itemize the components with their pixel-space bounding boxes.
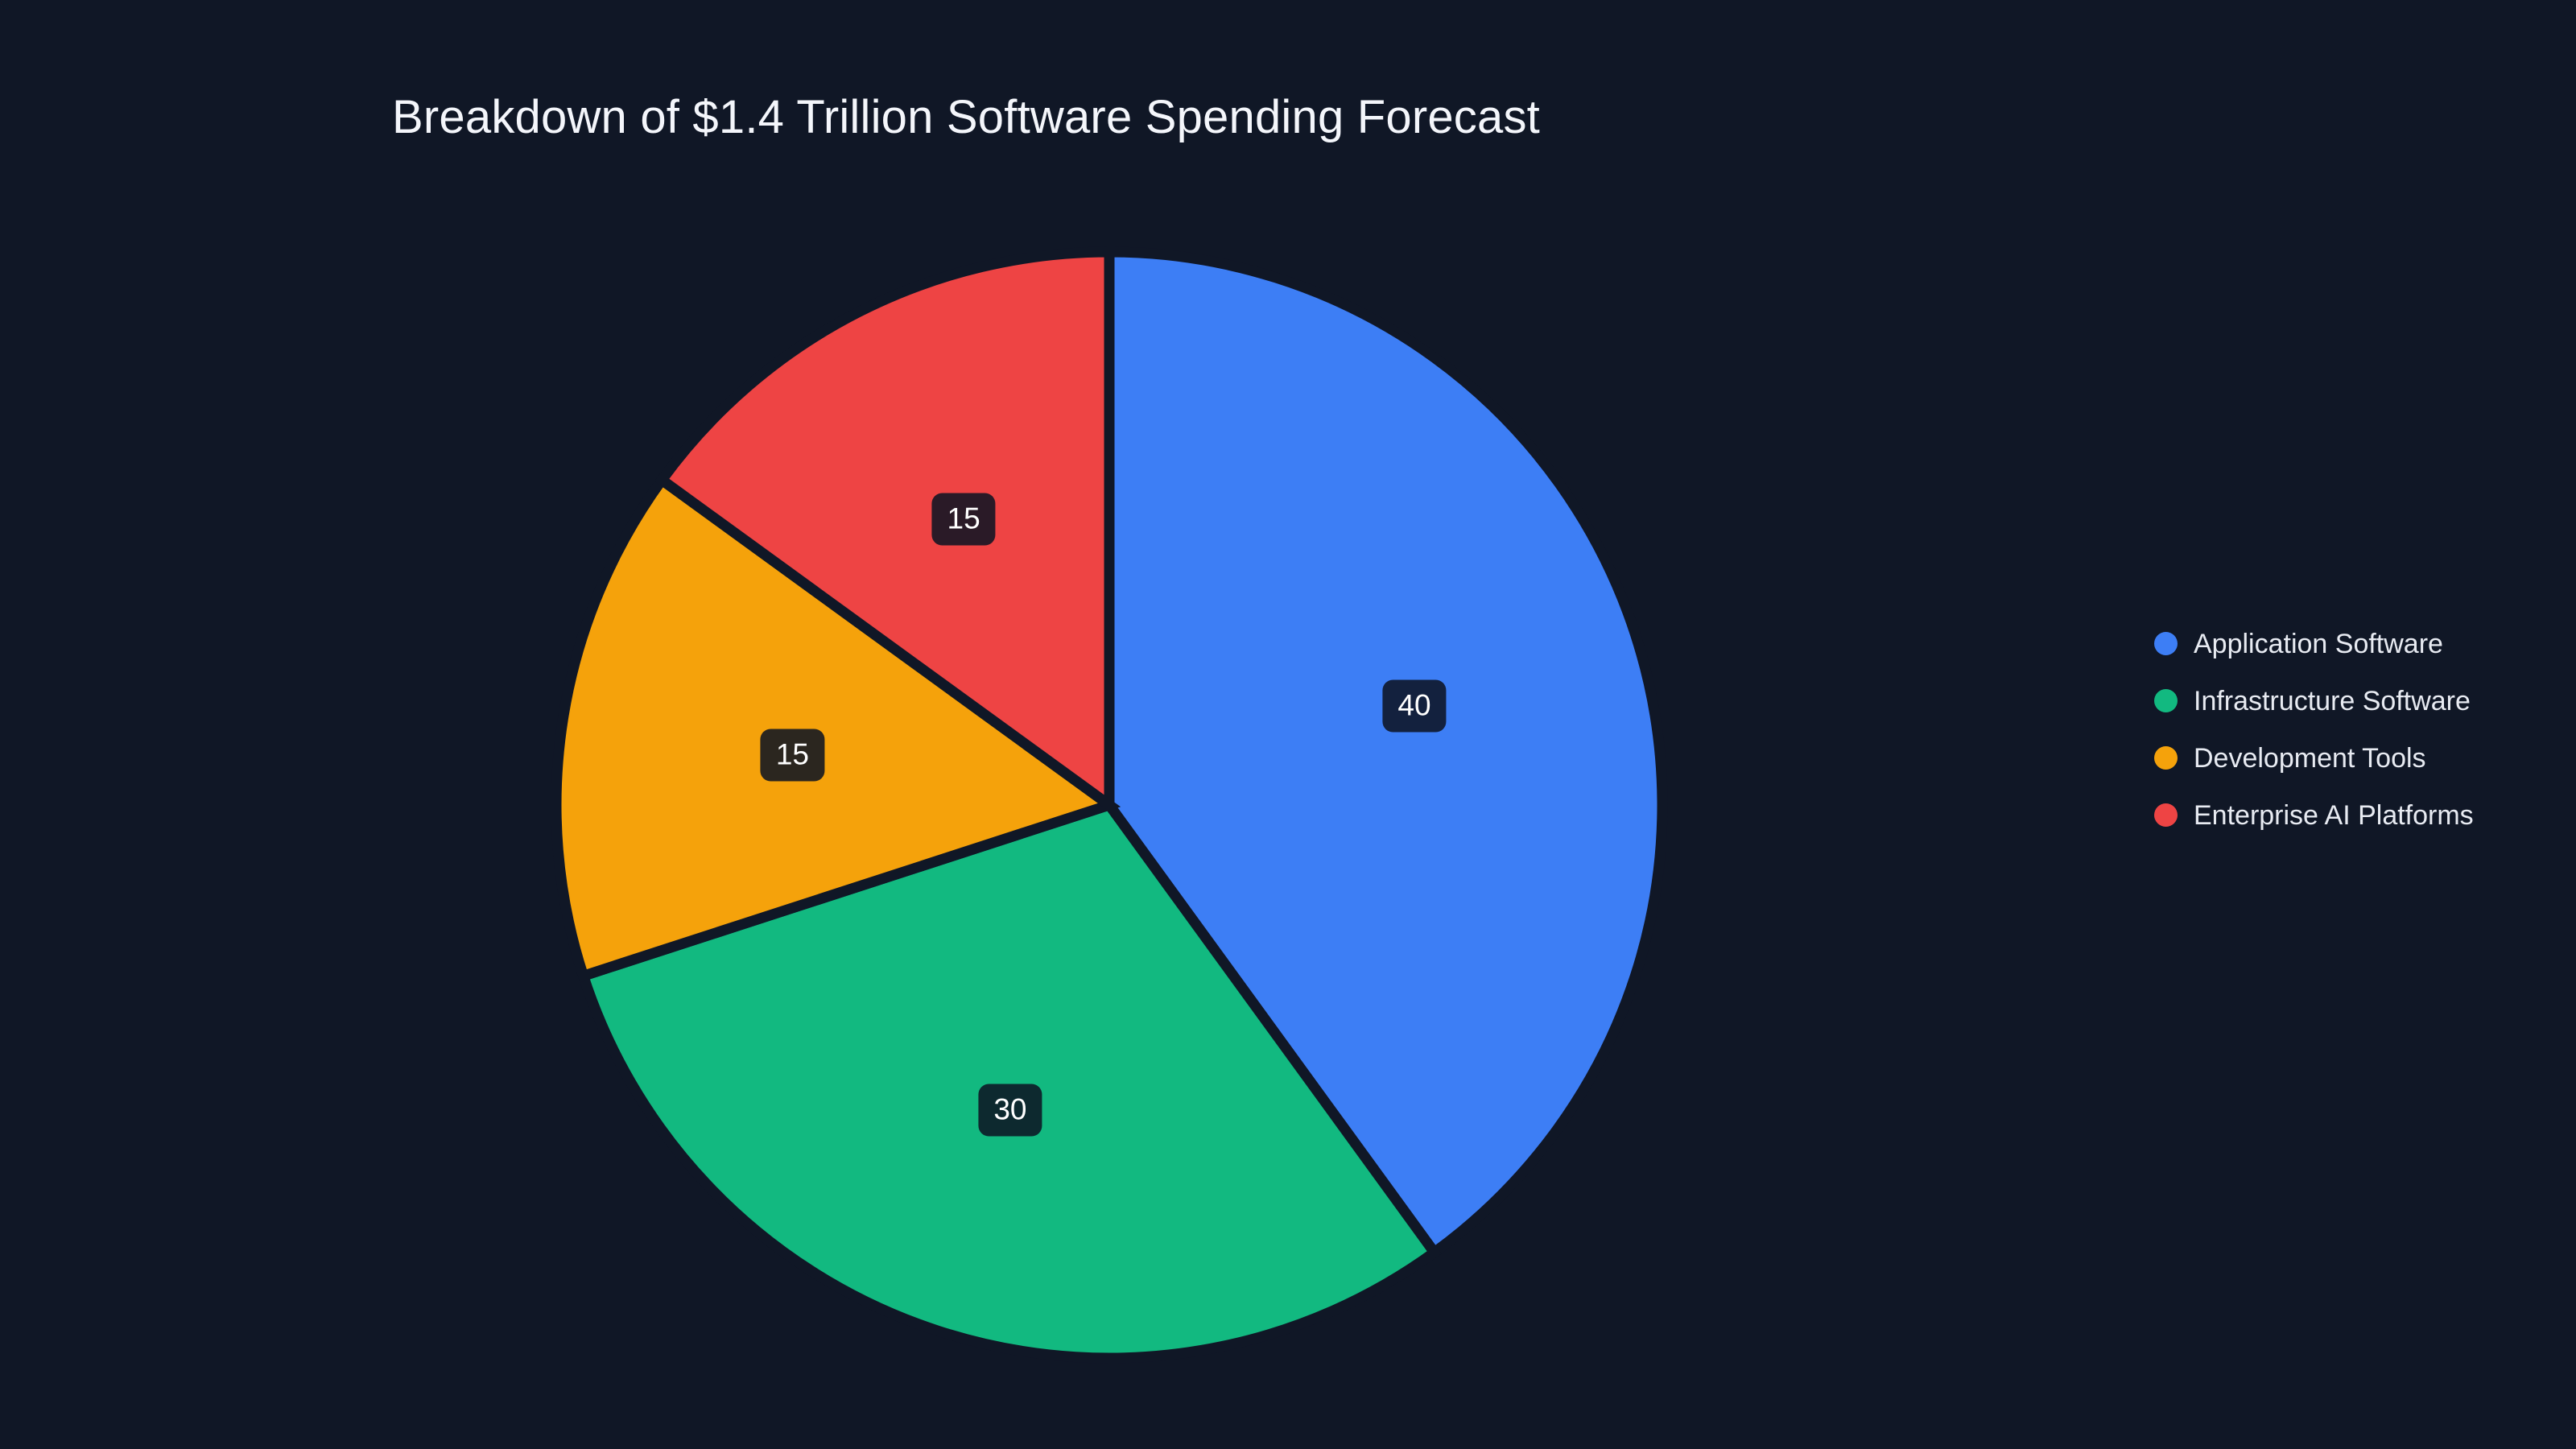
legend-color-dot-icon (2154, 746, 2178, 770)
legend-item[interactable]: Development Tools (2154, 729, 2533, 786)
legend-color-dot-icon (2154, 803, 2178, 827)
pie-chart: 40 30 15 15 (551, 246, 1668, 1364)
legend-item-label: Infrastructure Software (2194, 685, 2471, 716)
pie-slice[interactable] (576, 799, 1442, 1364)
pie-slice-value-label: 30 (978, 1084, 1042, 1137)
legend-color-dot-icon (2154, 689, 2178, 712)
legend-item-label: Enterprise AI Platforms (2194, 799, 2474, 831)
pie-slice[interactable] (654, 246, 1115, 815)
legend-color-dot-icon (2154, 632, 2178, 655)
pie-chart-svg (551, 246, 1668, 1364)
legend-item-label: Application Software (2194, 628, 2443, 659)
pie-slice-value-label: 40 (1382, 679, 1447, 733)
chart-legend: Application Software Infrastructure Softw… (2154, 615, 2533, 844)
pie-slice[interactable] (1104, 246, 1668, 1260)
pie-slice-value-label: 15 (760, 729, 824, 782)
legend-item[interactable]: Application Software (2154, 615, 2533, 672)
legend-item-label: Development Tools (2194, 742, 2426, 774)
legend-item[interactable]: Infrastructure Software (2154, 672, 2533, 729)
page-title: Breakdown of $1.4 Trillion Software Spen… (392, 91, 1540, 143)
pie-slice-value-label: 15 (931, 493, 996, 546)
pie-slice-group (551, 246, 1668, 1364)
legend-item[interactable]: Enterprise AI Platforms (2154, 786, 2533, 844)
pie-slice[interactable] (551, 473, 1121, 983)
